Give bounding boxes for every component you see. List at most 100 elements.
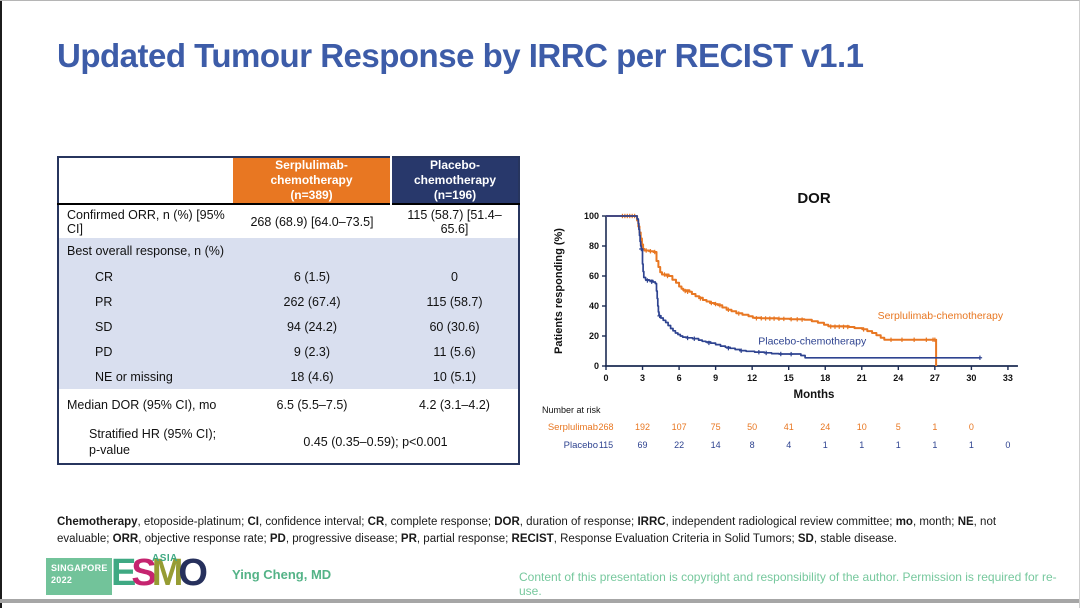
singapore-badge-line2: 2022 bbox=[51, 574, 73, 585]
x-tick-label: 27 bbox=[930, 373, 940, 383]
esmo-asia-label: ASIA bbox=[152, 553, 178, 564]
x-tick-label: 33 bbox=[1003, 373, 1013, 383]
table-header-serplulimab: Serplulimab-chemotherapy (n=389) bbox=[233, 157, 391, 204]
x-tick-label: 9 bbox=[713, 373, 718, 383]
risk-value: 1 bbox=[896, 440, 901, 450]
risk-value: 268 bbox=[598, 422, 613, 432]
esmo-letter-o: O bbox=[178, 552, 207, 594]
x-tick-label: 18 bbox=[820, 373, 830, 383]
x-tick-label: 21 bbox=[857, 373, 867, 383]
risk-row-name-serplulimab: Serplulimab bbox=[548, 422, 598, 433]
footnote: Chemotherapy, etoposide-platinum; CI, co… bbox=[57, 516, 997, 546]
y-tick-label: 20 bbox=[589, 331, 599, 341]
table-row: CR 6 (1.5) 0 bbox=[58, 264, 519, 289]
risk-value: 192 bbox=[635, 422, 650, 432]
x-tick-label: 3 bbox=[640, 373, 645, 383]
risk-value: 1 bbox=[969, 440, 974, 450]
table-row: Best overall response, n (%) bbox=[58, 238, 519, 264]
row-label-cr: CR bbox=[95, 269, 114, 284]
risk-value: 1 bbox=[859, 440, 864, 450]
risk-value: 4 bbox=[786, 440, 791, 450]
stratified-hr-line1: Stratified HR (95% CI); bbox=[89, 426, 217, 441]
risk-value: 10 bbox=[857, 422, 867, 432]
risk-value: 0 bbox=[969, 422, 974, 432]
row-label-pr: PR bbox=[95, 294, 113, 309]
km-curve-placebo bbox=[606, 215, 980, 359]
table-row: Median DOR (95% CI), mo 6.5 (5.5–7.5) 4.… bbox=[58, 389, 519, 421]
x-tick-label: 15 bbox=[784, 373, 794, 383]
risk-value: 22 bbox=[674, 440, 684, 450]
cell-median-dor-serplulimab: 6.5 (5.5–7.5) bbox=[276, 398, 348, 412]
cell-pd-serplulimab: 9 (2.3) bbox=[293, 344, 331, 359]
risk-value: 50 bbox=[747, 422, 757, 432]
header-serplulimab-n: (n=389) bbox=[290, 188, 333, 202]
cell-pr-serplulimab: 262 (67.4) bbox=[283, 294, 341, 309]
singapore-badge-line1: SINGAPORE bbox=[51, 563, 108, 573]
table-row: PD 9 (2.3) 11 (5.6) bbox=[58, 339, 519, 364]
row-label-confirmed-orr: Confirmed ORR, n (%) [95% CI] bbox=[67, 207, 225, 236]
row-label-pd: PD bbox=[95, 344, 113, 359]
risk-value: 115 bbox=[599, 440, 613, 450]
row-label-ne-or-missing: NE or missing bbox=[95, 369, 173, 384]
risk-value: 14 bbox=[711, 440, 721, 450]
cell-cr-serplulimab: 6 (1.5) bbox=[293, 269, 331, 284]
esmo-logo: ESMO bbox=[111, 552, 208, 598]
y-tick-label: 100 bbox=[584, 211, 599, 221]
cell-pr-placebo: 115 (58.7) bbox=[426, 294, 483, 309]
row-label-best-overall-response: Best overall response, n (%) bbox=[67, 244, 225, 258]
table-row: NE or missing 18 (4.6) 10 (5.1) bbox=[58, 364, 519, 389]
cell-ne-serplulimab: 18 (4.6) bbox=[290, 369, 334, 384]
y-tick-label: 0 bbox=[594, 361, 599, 371]
cell-confirmed-orr-placebo: 115 (58.7) [51.4–65.6] bbox=[407, 207, 502, 236]
esmo-letter-e: E bbox=[111, 552, 136, 594]
x-tick-label: 0 bbox=[603, 373, 608, 383]
header-placebo-n: (n=196) bbox=[433, 188, 477, 202]
header-placebo-name: Placebo-chemotherapy bbox=[413, 158, 497, 187]
risk-value: 69 bbox=[638, 440, 648, 450]
chart-title: DOR bbox=[797, 190, 831, 207]
cell-stratified-hr-merged: 0.45 (0.35–0.59); p<0.001 bbox=[303, 435, 448, 449]
cell-sd-serplulimab: 94 (24.2) bbox=[286, 319, 338, 334]
table-row: PR 262 (67.4) 115 (58.7) bbox=[58, 289, 519, 314]
risk-value: 24 bbox=[820, 422, 830, 432]
esmo-letter-s: S bbox=[131, 552, 156, 594]
slide-bottom-bar bbox=[0, 599, 1079, 603]
y-tick-label: 60 bbox=[589, 271, 599, 281]
author-name: Ying Cheng, MD bbox=[232, 567, 332, 582]
risk-value: 75 bbox=[711, 422, 721, 432]
risk-value: 107 bbox=[672, 422, 687, 432]
tumour-response-table: Serplulimab-chemotherapy (n=389) Placebo… bbox=[57, 156, 520, 465]
dor-chart: DOR Patients responding (%) Months 0 20 40 60 8… bbox=[540, 187, 1064, 471]
table-row: SD 94 (24.2) 60 (30.6) bbox=[58, 314, 519, 339]
risk-value: 8 bbox=[750, 440, 755, 450]
cell-median-dor-placebo: 4.2 (3.1–4.2) bbox=[419, 398, 490, 412]
risk-value: 1 bbox=[823, 440, 828, 450]
stratified-hr-line2: p-value bbox=[89, 443, 130, 457]
risk-value: 41 bbox=[784, 422, 794, 432]
x-tick-label: 30 bbox=[966, 373, 976, 383]
table-row: Confirmed ORR, n (%) [95% CI] 268 (68.9)… bbox=[58, 204, 519, 238]
singapore-2022-badge: SINGAPORE 2022 bbox=[46, 558, 112, 595]
row-label-median-dor: Median DOR (95% CI), mo bbox=[67, 398, 217, 412]
table-row: Stratified HR (95% CI); p-value 0.45 (0.… bbox=[58, 421, 519, 464]
cell-cr-placebo: 0 bbox=[451, 269, 458, 284]
number-at-risk-label: Number at risk bbox=[542, 405, 601, 415]
risk-value: 1 bbox=[932, 440, 937, 450]
table-corner-cell bbox=[58, 157, 233, 204]
cell-ne-placebo: 10 (5.1) bbox=[432, 369, 477, 384]
y-tick-label: 40 bbox=[589, 301, 599, 311]
row-label-stratified-hr: Stratified HR (95% CI); p-value bbox=[58, 421, 233, 464]
x-tick-label: 24 bbox=[893, 373, 903, 383]
x-axis-label: Months bbox=[794, 389, 835, 401]
risk-value: 5 bbox=[896, 422, 901, 432]
slide-left-edge bbox=[0, 1, 2, 608]
cell-pd-placebo: 11 (5.6) bbox=[433, 344, 476, 359]
y-tick-label: 80 bbox=[589, 241, 599, 251]
page-title: Updated Tumour Response by IRRC per RECI… bbox=[57, 37, 864, 74]
header-serplulimab-name: Serplulimab-chemotherapy bbox=[270, 158, 353, 187]
cell-sd-placebo: 60 (30.6) bbox=[429, 319, 480, 334]
curve-label-placebo: Placebo-chemotherapy bbox=[758, 335, 867, 347]
x-tick-label: 6 bbox=[677, 373, 682, 383]
curve-label-serplulimab: Serplulimab-chemotherapy bbox=[878, 310, 1004, 322]
